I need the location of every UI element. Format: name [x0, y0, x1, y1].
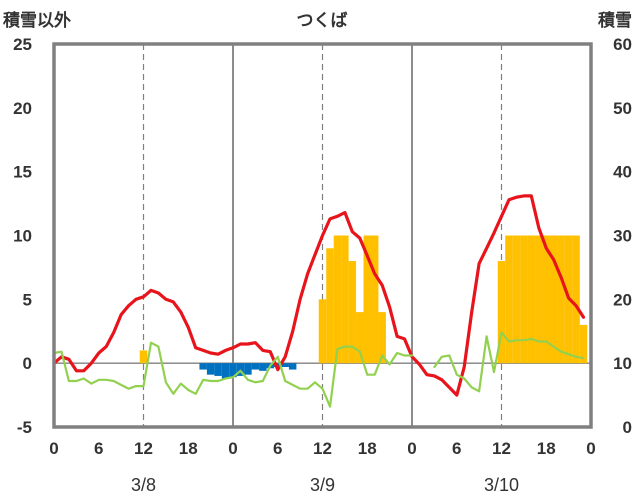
- bar: [244, 363, 252, 375]
- bar: [572, 235, 580, 364]
- bar: [557, 235, 565, 364]
- left-tick-label: -5: [17, 418, 32, 437]
- bar: [341, 235, 349, 364]
- x-tick-label: 18: [537, 439, 556, 458]
- bar: [274, 363, 282, 367]
- bar: [505, 235, 513, 364]
- bar: [370, 235, 379, 364]
- left-axis-ticks: -5 0 5 10 15 20 25: [13, 35, 32, 437]
- bar: [348, 261, 357, 364]
- bar: [236, 363, 245, 376]
- x-tick-label: 0: [228, 439, 237, 458]
- bar: [527, 235, 536, 364]
- right-tick-label: 40: [613, 163, 632, 182]
- right-axis-ticks: 0 10 20 30 40 50 60: [613, 35, 632, 437]
- bar: [535, 235, 543, 364]
- bar: [259, 363, 267, 371]
- left-tick-label: 5: [23, 290, 32, 309]
- right-tick-label: 50: [613, 99, 632, 118]
- left-axis-header: 積雪以外: [3, 10, 71, 31]
- bar: [139, 350, 148, 364]
- x-tick-label: 18: [358, 439, 377, 458]
- x-tick-label: 6: [94, 439, 103, 458]
- right-axis-header: 積雪: [598, 10, 632, 31]
- right-tick-label: 20: [613, 290, 632, 309]
- x-tick-label: 0: [49, 439, 58, 458]
- date-labels: 3/8 3/9 3/10: [131, 475, 519, 495]
- date-label: 3/10: [484, 475, 519, 495]
- bar: [206, 363, 215, 375]
- x-tick-label: 0: [407, 439, 416, 458]
- x-tick-label: 12: [134, 439, 153, 458]
- right-tick-label: 10: [613, 354, 632, 373]
- chart-title: つくば: [297, 11, 348, 31]
- bar: [549, 235, 558, 364]
- bar: [251, 363, 260, 370]
- bar: [333, 235, 342, 364]
- left-tick-label: 0: [23, 354, 32, 373]
- bar: [497, 261, 506, 364]
- bar: [363, 235, 371, 364]
- date-label: 3/8: [131, 475, 156, 495]
- left-tick-label: 20: [13, 99, 32, 118]
- bar: [326, 248, 334, 364]
- right-tick-label: 60: [613, 35, 632, 54]
- bar: [288, 363, 297, 370]
- green-series-line: [433, 331, 585, 393]
- date-label: 3/9: [310, 475, 335, 495]
- bar: [579, 324, 588, 364]
- bar: [229, 363, 237, 378]
- x-tick-label: 6: [273, 439, 282, 458]
- bar: [356, 312, 364, 364]
- green-series-line: [52, 341, 414, 408]
- x-tick-label: 18: [179, 439, 198, 458]
- bar: [512, 235, 521, 364]
- bar: [221, 363, 230, 379]
- x-tick-label: 0: [586, 439, 595, 458]
- left-tick-label: 10: [13, 227, 32, 246]
- plot-frame: [52, 42, 593, 429]
- bar: [281, 363, 289, 367]
- bar: [318, 299, 327, 364]
- left-tick-label: 15: [13, 163, 32, 182]
- bar: [214, 363, 222, 376]
- x-tick-label: 12: [492, 439, 511, 458]
- bar: [378, 312, 386, 364]
- bar: [199, 363, 207, 370]
- x-tick-label: 6: [452, 439, 461, 458]
- bar: [520, 235, 528, 364]
- left-tick-label: 25: [13, 35, 32, 54]
- x-axis-ticks: 0 6 12 18 0 6 12 18 0 6 12 18 0: [49, 439, 595, 458]
- x-tick-label: 12: [313, 439, 332, 458]
- bar: [542, 235, 550, 364]
- right-tick-label: 0: [623, 418, 632, 437]
- bar-series: [139, 235, 588, 379]
- temperature-line: [52, 194, 586, 397]
- right-tick-label: 30: [613, 227, 632, 246]
